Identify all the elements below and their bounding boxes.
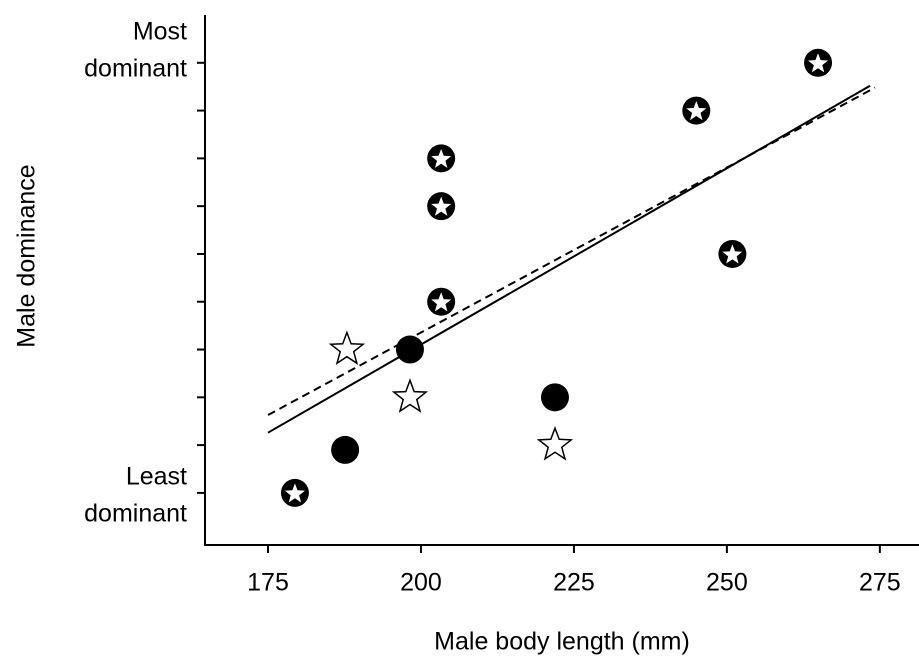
point-star: [683, 98, 710, 123]
fit-line: [267, 86, 876, 416]
point: [331, 435, 360, 464]
point: [395, 335, 424, 364]
y-axis-title: Male dominance: [13, 164, 41, 347]
point: [328, 330, 366, 366]
point-star: [282, 480, 308, 505]
point-star: [428, 289, 454, 314]
point-star: [428, 193, 454, 219]
x-tick-label: 200: [400, 569, 442, 597]
y-tick-label-line: Most: [133, 17, 187, 45]
y-tick-label-line: Least: [126, 462, 187, 490]
point-star: [719, 241, 746, 266]
y-tick-label-line: dominant: [84, 499, 187, 527]
point: [536, 425, 574, 461]
point: [391, 378, 429, 413]
x-tick-label: 225: [553, 569, 595, 597]
point: [540, 383, 569, 412]
y-tick-label-line: dominant: [84, 54, 187, 82]
x-tick-label: 175: [247, 569, 289, 597]
x-tick-label: 250: [706, 569, 748, 597]
fit-line: [267, 84, 871, 434]
y-tick-label: Most dominant: [84, 17, 187, 82]
x-axis-title: Male body length (mm): [434, 628, 690, 656]
point-star: [805, 50, 831, 75]
y-tick-label: Least dominant: [84, 462, 187, 527]
x-tick-label: 275: [859, 569, 901, 597]
point-star: [428, 145, 454, 171]
